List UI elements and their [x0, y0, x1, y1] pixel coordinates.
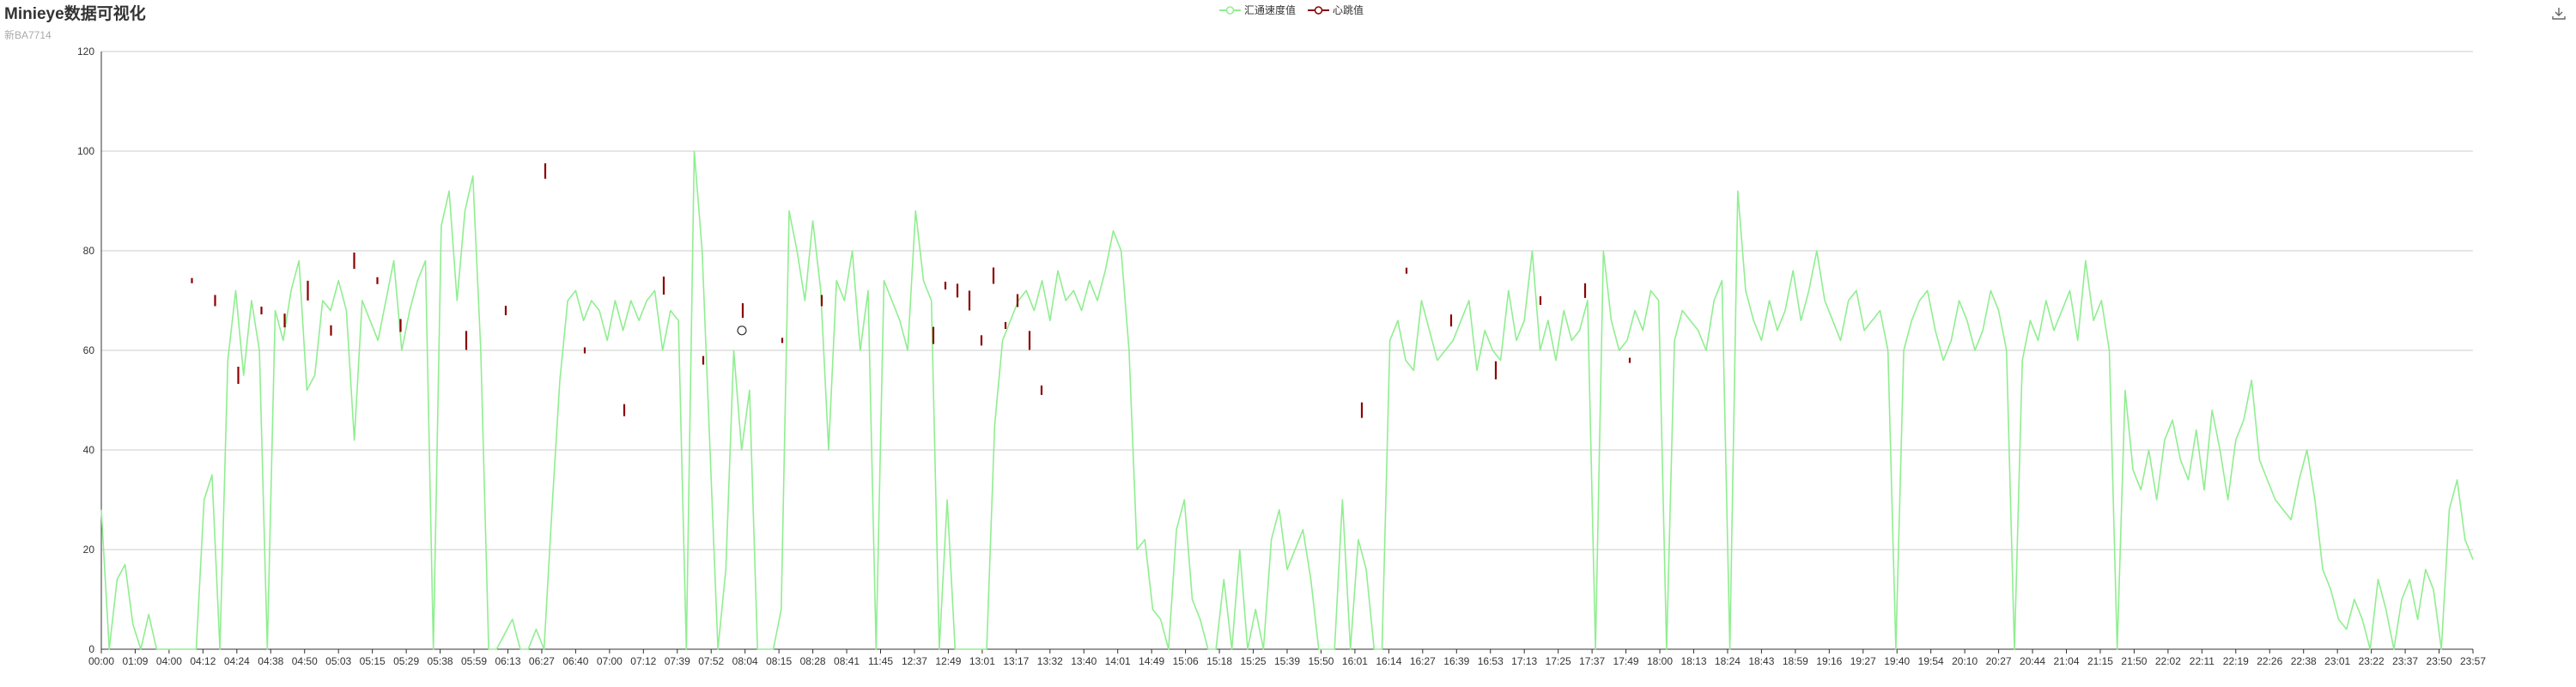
chart-subtitle: 新BA7714 [4, 29, 52, 41]
x-tick-label: 13:40 [1071, 655, 1097, 667]
y-tick-label: 40 [83, 444, 95, 456]
x-tick-label: 05:03 [325, 655, 351, 667]
x-tick-label: 17:49 [1613, 655, 1639, 667]
download-icon[interactable] [2550, 5, 2567, 22]
chart-title: Minieye数据可视化 [4, 5, 146, 23]
x-tick-label: 18:00 [1647, 655, 1673, 667]
x-tick-label: 23:57 [2460, 655, 2486, 667]
x-tick-label: 15:18 [1206, 655, 1232, 667]
x-tick-label: 01:09 [122, 655, 148, 667]
x-tick-label: 06:27 [529, 655, 555, 667]
x-tick-label: 15:25 [1241, 655, 1267, 667]
x-tick-label: 11:45 [868, 655, 893, 667]
x-tick-label: 13:32 [1037, 655, 1063, 667]
x-tick-label: 19:54 [1918, 655, 1944, 667]
y-tick-label: 20 [83, 544, 95, 556]
x-tick-label: 18:24 [1715, 655, 1741, 667]
x-tick-label: 19:27 [1850, 655, 1876, 667]
x-tick-label: 22:02 [2155, 655, 2181, 667]
x-tick-label: 17:25 [1546, 655, 1571, 667]
x-tick-label: 13:17 [1003, 655, 1029, 667]
x-tick-label: 16:14 [1376, 655, 1401, 667]
x-tick-label: 06:13 [495, 655, 520, 667]
x-tick-label: 08:28 [800, 655, 826, 667]
x-tick-label: 14:01 [1105, 655, 1131, 667]
x-tick-label: 06:40 [562, 655, 588, 667]
x-tick-label: 04:00 [156, 655, 182, 667]
y-tick-label: 80 [83, 245, 95, 257]
x-tick-label: 04:50 [292, 655, 318, 667]
legend-item-speed[interactable]: 汇通速度值 [1219, 3, 1296, 17]
x-tick-label: 22:11 [2190, 655, 2215, 667]
legend-speed-icon [1219, 5, 1241, 15]
x-tick-label: 05:38 [428, 655, 453, 667]
x-tick-label: 20:27 [1986, 655, 2012, 667]
x-tick-label: 12:37 [902, 655, 927, 667]
x-tick-label: 07:39 [665, 655, 690, 667]
y-tick-label: 100 [77, 145, 94, 157]
hover-marker [737, 325, 747, 336]
x-tick-label: 16:27 [1410, 655, 1436, 667]
legend-heartbeat-icon [1308, 5, 1330, 15]
x-tick-label: 05:59 [461, 655, 487, 667]
x-tick-label: 23:22 [2359, 655, 2385, 667]
x-tick-label: 18:43 [1748, 655, 1774, 667]
x-tick-label: 00:00 [88, 655, 114, 667]
x-tick-label: 22:26 [2257, 655, 2282, 667]
x-tick-label: 17:13 [1511, 655, 1537, 667]
x-tick-label: 12:49 [935, 655, 961, 667]
x-tick-label: 22:19 [2223, 655, 2249, 667]
x-tick-label: 21:15 [2087, 655, 2113, 667]
x-tick-label: 23:01 [2324, 655, 2350, 667]
x-tick-label: 07:00 [597, 655, 623, 667]
x-tick-label: 05:29 [393, 655, 419, 667]
legend-speed-label: 汇通速度值 [1244, 4, 1297, 16]
x-tick-label: 16:39 [1443, 655, 1469, 667]
x-tick-label: 21:04 [2053, 655, 2079, 667]
x-tick-label: 21:50 [2121, 655, 2147, 667]
x-tick-label: 08:41 [834, 655, 860, 667]
x-tick-label: 07:52 [698, 655, 724, 667]
x-tick-label: 16:01 [1342, 655, 1368, 667]
x-tick-label: 04:38 [258, 655, 283, 667]
x-tick-label: 16:53 [1478, 655, 1504, 667]
x-tick-label: 15:06 [1173, 655, 1199, 667]
x-tick-label: 04:24 [224, 655, 250, 667]
series-speed-line [100, 150, 2474, 650]
x-tick-label: 04:12 [190, 655, 216, 667]
x-tick-label: 22:38 [2291, 655, 2317, 667]
x-tick-label: 05:15 [360, 655, 386, 667]
x-tick-label: 20:10 [1952, 655, 1978, 667]
x-tick-label: 08:04 [732, 655, 758, 667]
x-tick-label: 23:50 [2427, 655, 2452, 667]
x-tick-label: 14:49 [1139, 655, 1164, 667]
x-tick-label: 18:13 [1680, 655, 1706, 667]
y-tick-label: 60 [83, 344, 95, 356]
x-tick-label: 19:16 [1816, 655, 1842, 667]
x-tick-label: 23:37 [2392, 655, 2418, 667]
y-tick-label: 120 [77, 46, 94, 58]
legend-heartbeat-label: 心跳值 [1333, 4, 1364, 16]
x-tick-label: 20:44 [2020, 655, 2045, 667]
legend-item-heartbeat[interactable]: 心跳值 [1308, 3, 1364, 17]
x-tick-label: 17:37 [1579, 655, 1605, 667]
x-tick-label: 18:59 [1783, 655, 1808, 667]
x-tick-label: 15:50 [1308, 655, 1334, 667]
legend: 汇通速度值 心跳值 [1219, 3, 1364, 17]
y-tick-label: 0 [88, 643, 94, 655]
x-tick-label: 13:01 [969, 655, 995, 667]
x-tick-label: 08:15 [766, 655, 792, 667]
x-tick-label: 07:12 [630, 655, 656, 667]
x-tick-label: 19:40 [1884, 655, 1910, 667]
x-tick-label: 15:39 [1274, 655, 1300, 667]
